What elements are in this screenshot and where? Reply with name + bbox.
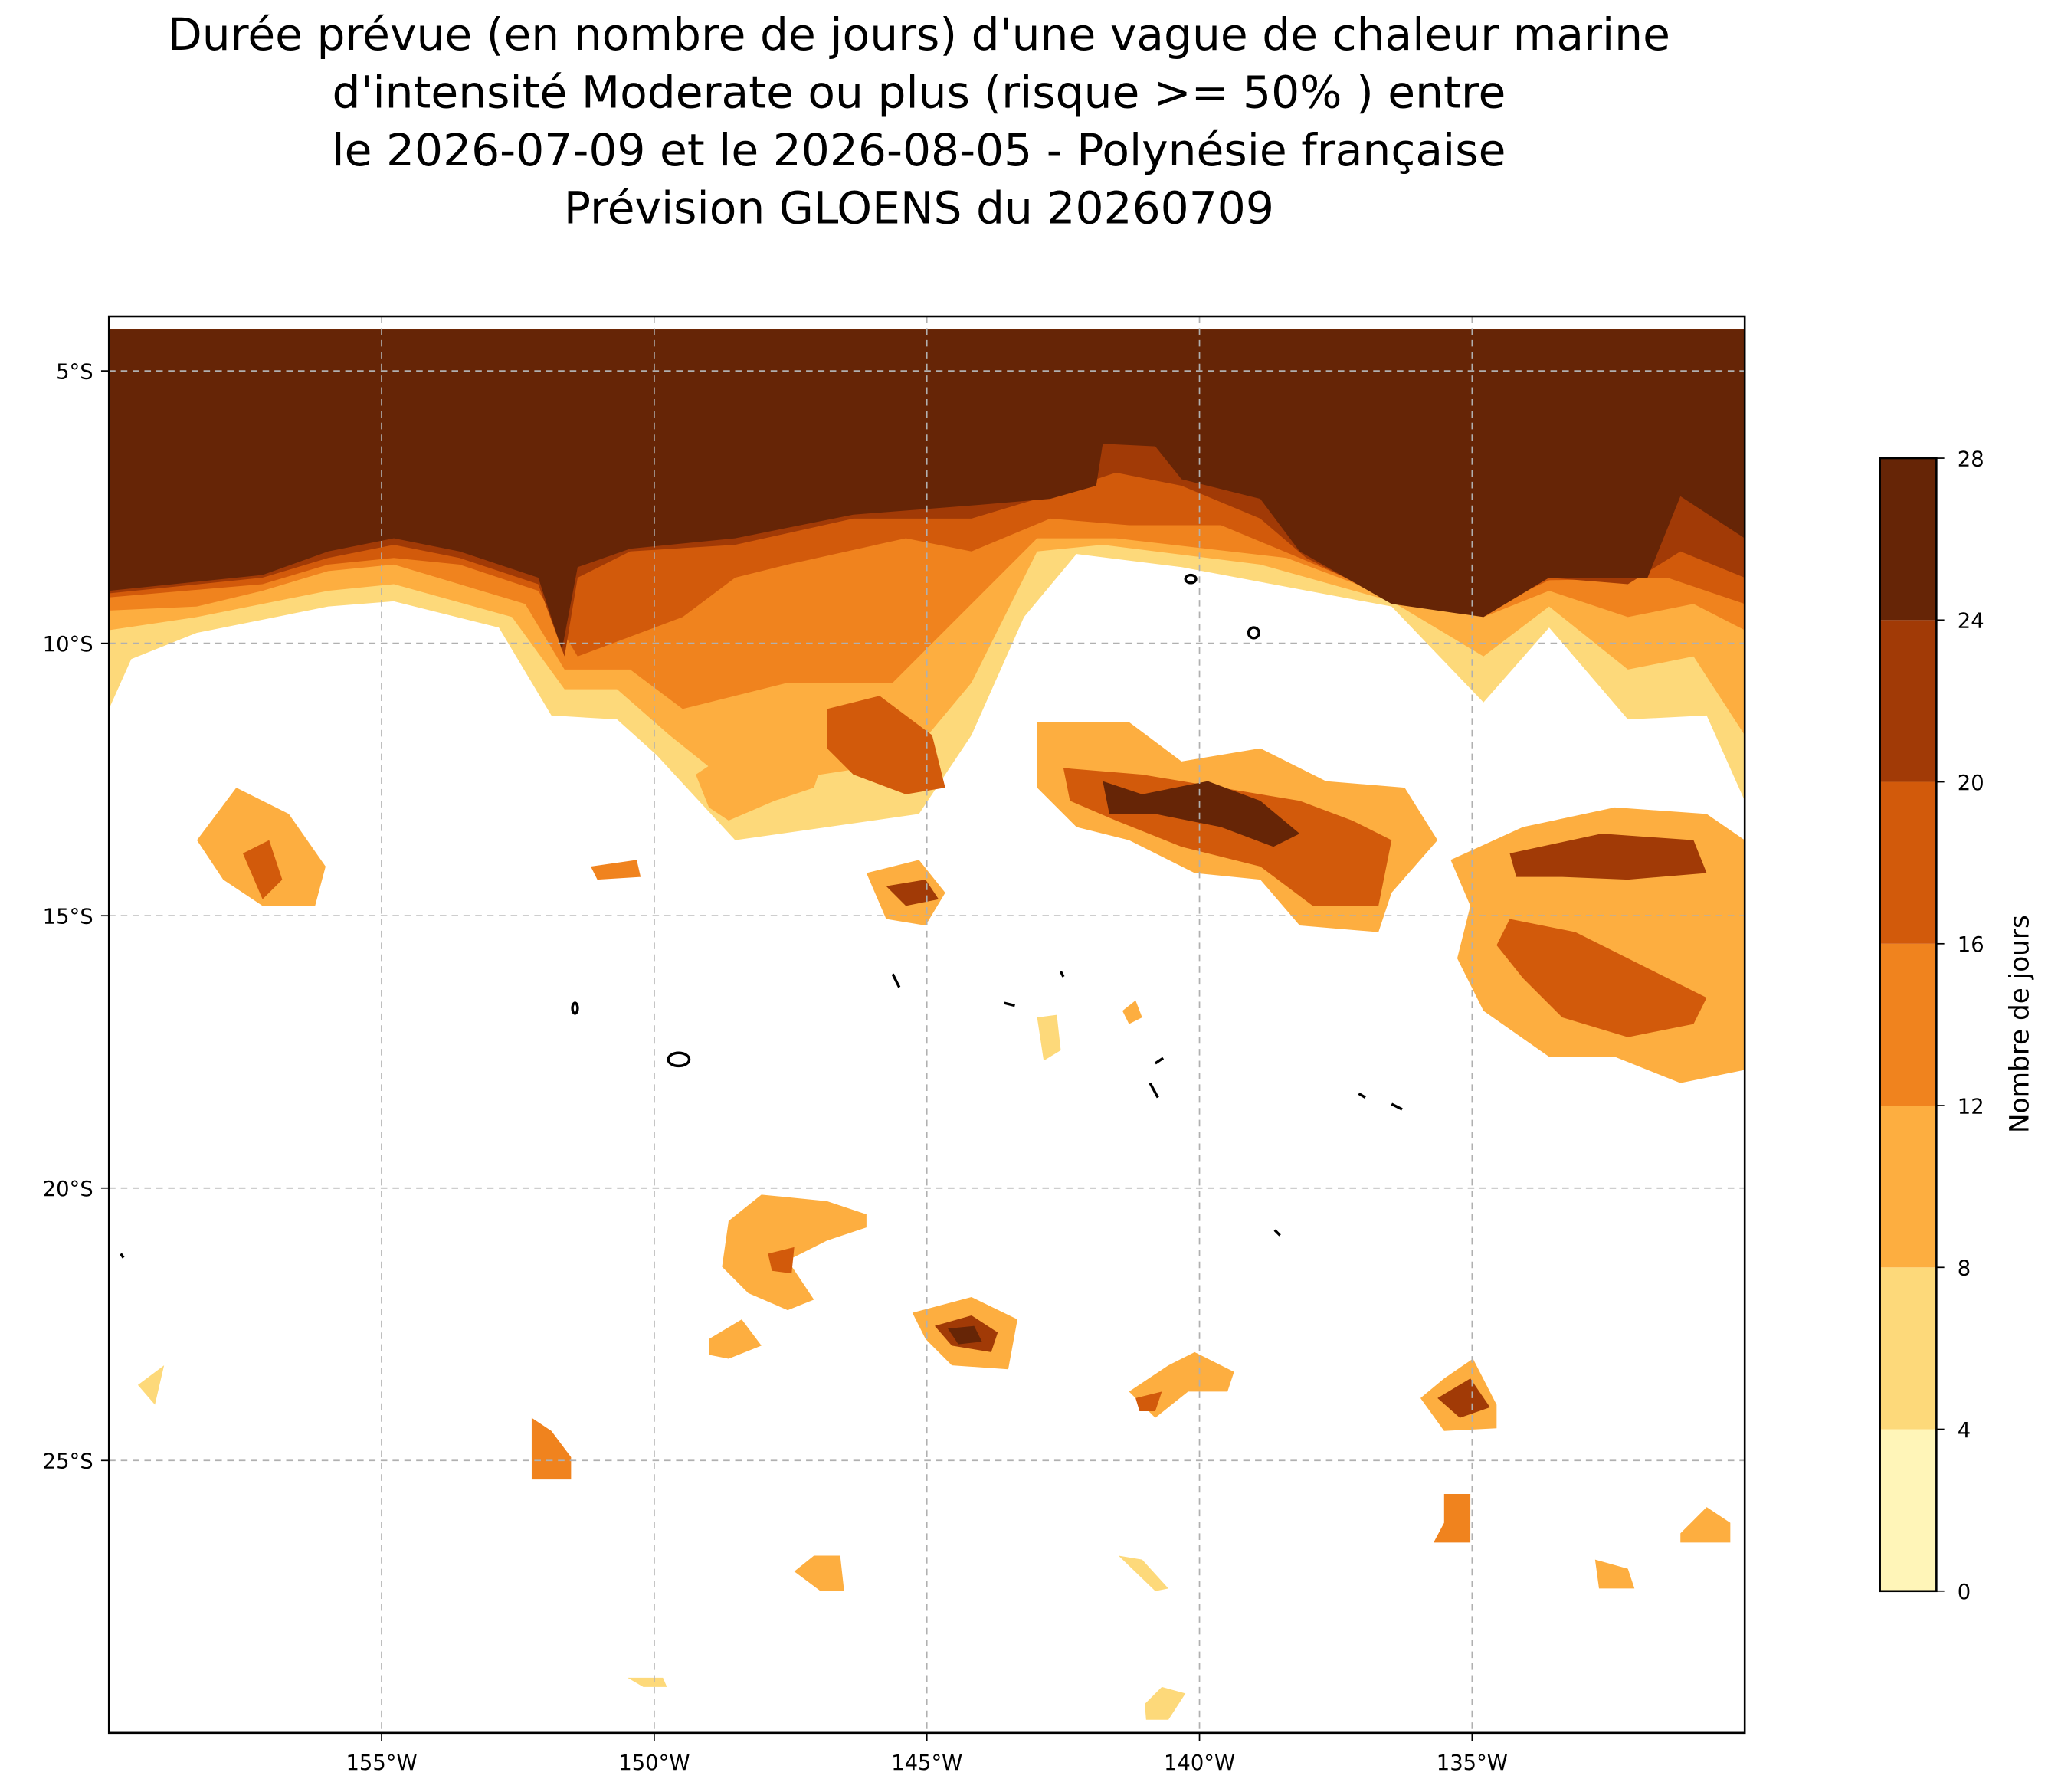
contour-area xyxy=(948,1325,982,1345)
colorbar-tick-label: 4 xyxy=(1958,1419,1971,1443)
contour-area xyxy=(1509,834,1707,880)
island-outline xyxy=(120,971,1403,1259)
colorbar-segment xyxy=(1879,1429,1937,1591)
y-tick-label: 5°S xyxy=(56,360,93,384)
colorbar-tick-label: 0 xyxy=(1958,1581,1971,1604)
contour-area xyxy=(1118,1555,1168,1591)
title-line: le 2026-07-09 et le 2026-08-05 - Polynés… xyxy=(332,124,1506,176)
contour-area xyxy=(696,735,827,821)
colorbar-tick-label: 28 xyxy=(1958,447,1984,471)
contour-area xyxy=(827,696,945,794)
contour-area xyxy=(137,1365,165,1405)
y-tick-label: 25°S xyxy=(43,1450,93,1474)
colorbar-segment xyxy=(1879,458,1937,621)
islands xyxy=(120,573,1403,1259)
title-line: Prévision GLOENS du 20260709 xyxy=(564,182,1274,234)
contour-area xyxy=(722,1194,867,1311)
contour-area xyxy=(628,1677,667,1687)
contour-area xyxy=(531,1417,572,1480)
contour-area xyxy=(886,880,939,906)
contour-area xyxy=(109,329,1745,650)
colorbar-tick-label: 16 xyxy=(1958,933,1984,957)
contour-area xyxy=(794,1555,844,1591)
title-line: Durée prévue (en nombre de jours) d'une … xyxy=(168,8,1670,61)
colorbar-segment xyxy=(1879,1106,1937,1268)
island-outline xyxy=(1184,573,1198,585)
colorbar-tick-label: 20 xyxy=(1958,772,1984,795)
contour-area xyxy=(709,1319,762,1359)
colorbar-segment xyxy=(1879,781,1937,944)
y-tick-label: 15°S xyxy=(43,905,93,929)
contour-area xyxy=(1122,1000,1142,1024)
contour-area xyxy=(1135,1391,1162,1412)
x-tick-label: 140°W xyxy=(1164,1751,1235,1775)
colorbar-segment xyxy=(1879,620,1937,782)
colorbar-segment xyxy=(1879,1267,1937,1430)
title-line: d'intensité Moderate ou plus (risque >= … xyxy=(332,67,1506,119)
contour-area xyxy=(1594,1559,1635,1589)
island-outline xyxy=(1247,626,1260,640)
contour-area xyxy=(1496,919,1707,1037)
colorbar-tick-label: 24 xyxy=(1958,610,1984,634)
colorbar-segment xyxy=(1879,943,1937,1106)
x-tick-label: 135°W xyxy=(1437,1751,1508,1775)
colorbar-tick-label: 12 xyxy=(1958,1095,1984,1119)
contour-area xyxy=(591,860,641,880)
y-tick-label: 10°S xyxy=(43,633,93,657)
island-outline xyxy=(571,1001,579,1015)
x-tick-label: 145°W xyxy=(891,1751,962,1775)
contour-area xyxy=(1145,1686,1186,1720)
island-outline xyxy=(667,1051,691,1068)
y-tick-label: 20°S xyxy=(43,1178,93,1201)
colorbar-label: Nombre de jours xyxy=(2004,915,2035,1133)
x-tick-label: 150°W xyxy=(618,1751,690,1775)
colorbar-frame xyxy=(1879,457,1938,1593)
x-tick-label: 155°W xyxy=(346,1751,417,1775)
contour-area xyxy=(1037,1014,1061,1061)
colorbar-tick-label: 8 xyxy=(1958,1257,1971,1281)
contour-area xyxy=(768,1247,795,1274)
contour-area xyxy=(1103,781,1300,847)
contour-area xyxy=(1437,1378,1490,1418)
contour-area xyxy=(242,840,283,899)
contour-area xyxy=(1434,1493,1471,1543)
contour-area xyxy=(1680,1507,1731,1543)
